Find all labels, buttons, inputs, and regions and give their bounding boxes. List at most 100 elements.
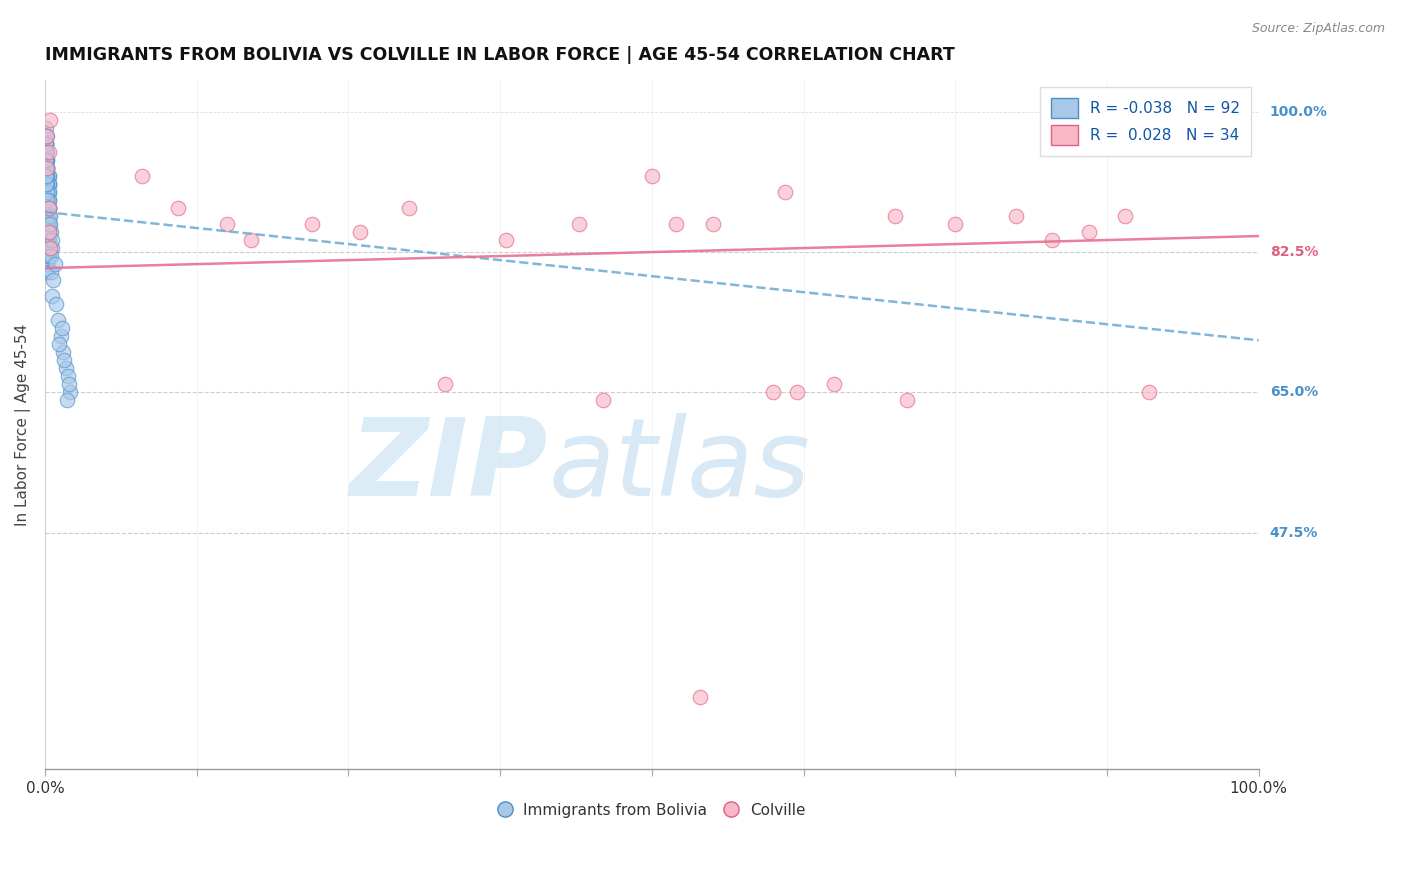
Point bbox=[59, 385, 82, 400]
Point bbox=[131, 169, 153, 183]
Text: ZIP: ZIP bbox=[350, 413, 548, 519]
Point bbox=[37, 177, 59, 191]
Point bbox=[665, 217, 688, 231]
Text: 82.5%: 82.5% bbox=[1270, 245, 1319, 259]
Point bbox=[38, 185, 60, 199]
Point bbox=[46, 313, 69, 327]
Text: atlas: atlas bbox=[548, 413, 810, 518]
Point bbox=[55, 393, 77, 408]
Point bbox=[35, 153, 58, 167]
Point bbox=[39, 225, 62, 239]
Point bbox=[702, 217, 724, 231]
Point bbox=[38, 201, 60, 215]
Point bbox=[35, 128, 58, 143]
Point bbox=[35, 169, 58, 183]
Point bbox=[35, 145, 58, 159]
Point bbox=[35, 161, 58, 175]
Point bbox=[42, 273, 65, 287]
Point bbox=[38, 225, 60, 239]
Point bbox=[38, 225, 60, 239]
Point bbox=[823, 377, 845, 392]
Point bbox=[37, 153, 59, 167]
Point bbox=[38, 169, 60, 183]
Point bbox=[37, 217, 59, 231]
Point bbox=[45, 297, 67, 311]
Point bbox=[1114, 209, 1136, 223]
Point bbox=[37, 193, 59, 207]
Point bbox=[37, 185, 59, 199]
Text: Source: ZipAtlas.com: Source: ZipAtlas.com bbox=[1251, 22, 1385, 36]
Point bbox=[38, 217, 60, 231]
Point bbox=[38, 169, 60, 183]
Point bbox=[38, 209, 60, 223]
Point bbox=[35, 153, 58, 167]
Point bbox=[37, 161, 59, 175]
Point bbox=[37, 209, 59, 223]
Point bbox=[37, 201, 59, 215]
Point bbox=[35, 153, 58, 167]
Point bbox=[38, 145, 60, 159]
Point bbox=[37, 209, 59, 223]
Point bbox=[53, 353, 76, 368]
Point bbox=[35, 161, 58, 175]
Point bbox=[775, 185, 797, 199]
Point bbox=[35, 128, 58, 143]
Point bbox=[35, 136, 58, 151]
Point bbox=[51, 321, 73, 335]
Point bbox=[49, 329, 72, 343]
Point bbox=[37, 177, 59, 191]
Point bbox=[689, 690, 711, 705]
Point bbox=[35, 128, 58, 143]
Point bbox=[52, 345, 75, 359]
Point bbox=[434, 377, 457, 392]
Point bbox=[38, 185, 60, 199]
Point bbox=[37, 161, 59, 175]
Point bbox=[38, 201, 60, 215]
Point bbox=[883, 209, 905, 223]
Point bbox=[35, 145, 58, 159]
Point bbox=[38, 225, 60, 239]
Point bbox=[786, 385, 808, 400]
Point bbox=[38, 217, 60, 231]
Point bbox=[35, 136, 58, 151]
Point bbox=[38, 177, 60, 191]
Point bbox=[349, 225, 371, 239]
Point bbox=[37, 169, 59, 183]
Point bbox=[38, 249, 60, 263]
Point bbox=[240, 233, 263, 247]
Point bbox=[37, 201, 59, 215]
Point bbox=[592, 393, 614, 408]
Point bbox=[38, 241, 60, 255]
Point bbox=[37, 249, 59, 263]
Point bbox=[58, 377, 80, 392]
Point bbox=[38, 217, 60, 231]
Point bbox=[37, 169, 59, 183]
Point bbox=[38, 209, 60, 223]
Point bbox=[48, 337, 70, 351]
Point bbox=[167, 201, 190, 215]
Point bbox=[1139, 385, 1161, 400]
Point bbox=[37, 145, 59, 159]
Point bbox=[41, 233, 63, 247]
Point bbox=[37, 241, 59, 255]
Point bbox=[35, 120, 58, 135]
Point bbox=[37, 161, 59, 175]
Point bbox=[1077, 225, 1099, 239]
Text: 47.5%: 47.5% bbox=[1270, 525, 1319, 540]
Point bbox=[38, 177, 60, 191]
Point bbox=[215, 217, 238, 231]
Legend: Immigrants from Bolivia, Colville: Immigrants from Bolivia, Colville bbox=[492, 797, 811, 823]
Point bbox=[943, 217, 966, 231]
Point bbox=[38, 241, 60, 255]
Point bbox=[495, 233, 517, 247]
Text: 100.0%: 100.0% bbox=[1270, 104, 1327, 119]
Point bbox=[35, 193, 58, 207]
Point bbox=[37, 209, 59, 223]
Point bbox=[301, 217, 323, 231]
Point bbox=[56, 369, 79, 384]
Point bbox=[37, 193, 59, 207]
Point bbox=[398, 201, 420, 215]
Point bbox=[37, 185, 59, 199]
Point bbox=[39, 265, 62, 279]
Point bbox=[38, 193, 60, 207]
